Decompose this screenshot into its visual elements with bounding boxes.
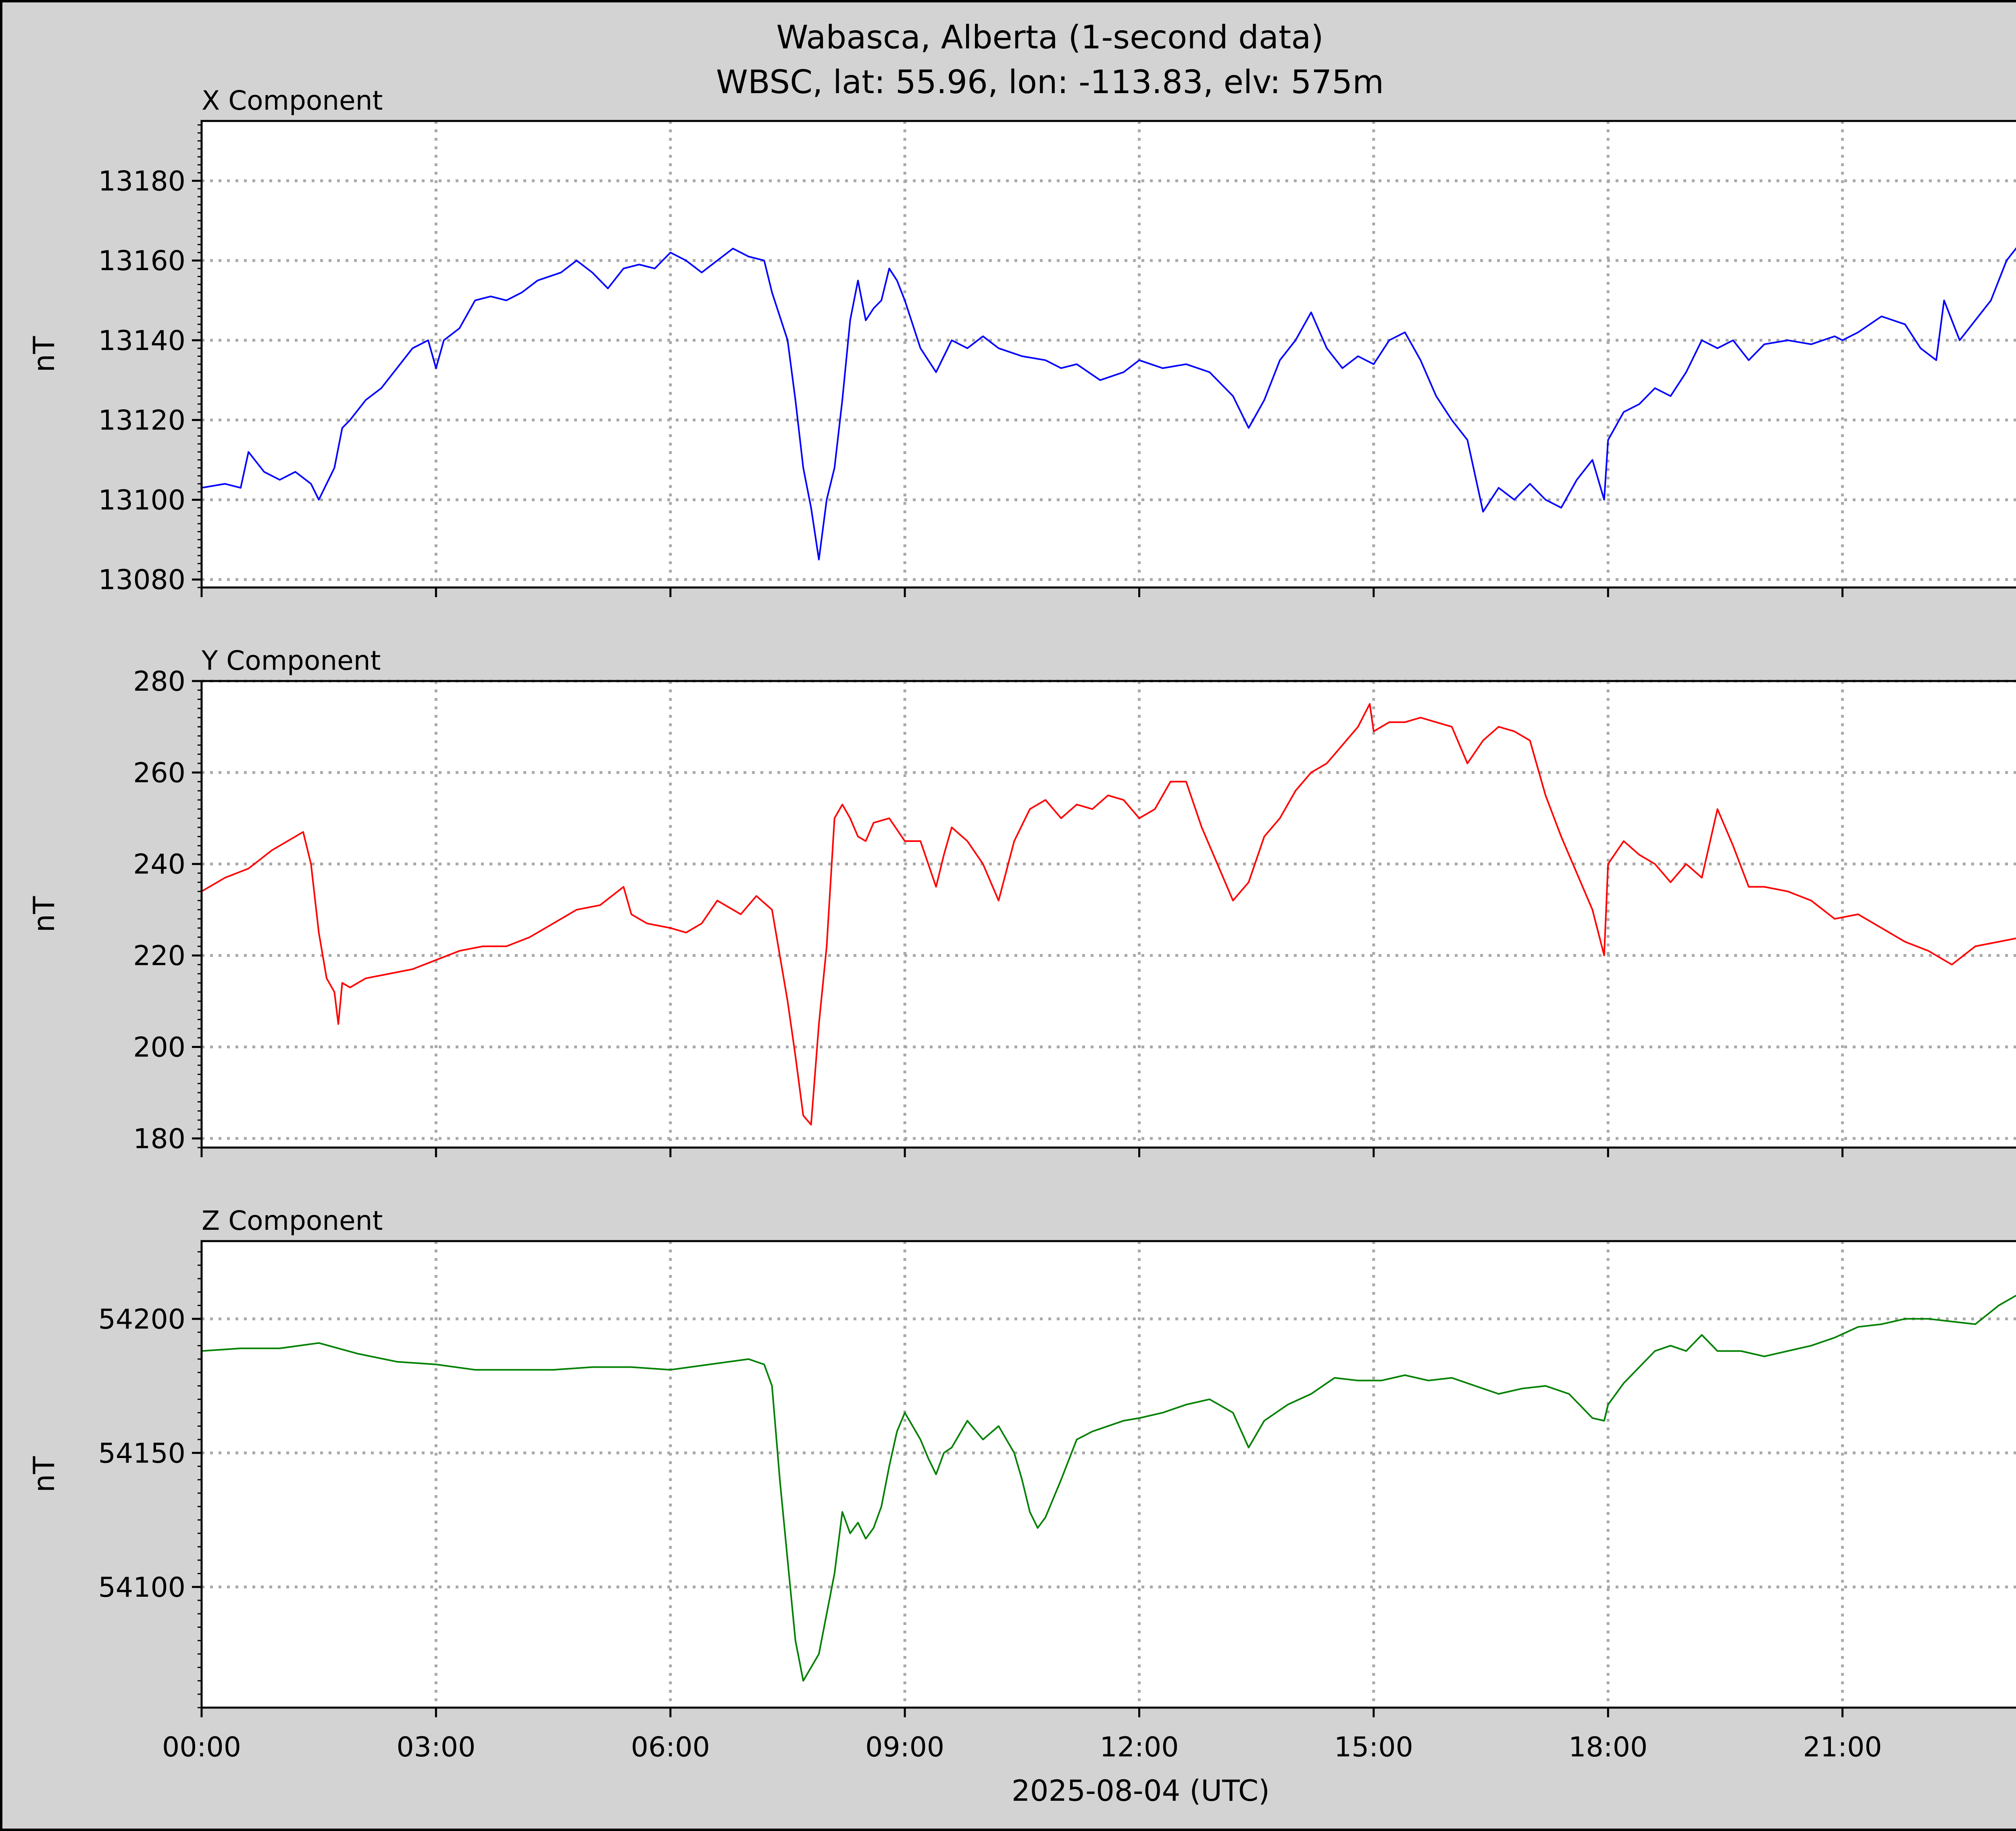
figure-subtitle: WBSC, lat: 55.96, lon: -113.83, elv: 575… — [716, 63, 1384, 101]
y-component-plot-area — [202, 681, 2016, 1148]
z-component-frame — [200, 1240, 2016, 1709]
z-component-y-tick-label: 54100 — [98, 1572, 185, 1604]
y-component-panel: 180 200 220 240 260 280 Y Component nT — [27, 645, 2016, 1157]
x-component-y-tick-label: 13140 — [98, 325, 185, 357]
x-component-panel: 13080 13100 13120 13140 13160 13180 X Componen… — [27, 85, 2016, 597]
y-component-y-tick-label: 220 — [133, 940, 185, 972]
y-component-y-tick-label: 200 — [133, 1031, 185, 1063]
z-component-title: Z Component — [202, 1205, 383, 1236]
figure-title: Wabasca, Alberta (1-second data) — [776, 19, 1323, 56]
x-tick-label: 06:00 — [631, 1731, 710, 1763]
z-component-line — [201, 1294, 2016, 1682]
x-component-y-tick-label: 13100 — [98, 484, 185, 516]
x-tick-label: 09:00 — [865, 1731, 944, 1763]
y-component-y-axis-label: nT — [27, 896, 61, 933]
y-component-y-tick-label: 280 — [133, 666, 185, 698]
y-component-y-tick-label: 180 — [133, 1123, 185, 1155]
x-component-y-tick-label: 13180 — [98, 165, 185, 197]
y-component-y-tick-label: 240 — [133, 849, 185, 881]
z-component-plot-area — [202, 1241, 2016, 1708]
x-tick-label: 12:00 — [1100, 1731, 1179, 1763]
x-component-title: X Component — [202, 85, 383, 116]
x-tick-label: 15:00 — [1334, 1731, 1413, 1763]
x-tick-label: 21:00 — [1803, 1731, 1882, 1763]
z-component-y-tick-label: 54200 — [98, 1304, 185, 1335]
x-component-line — [201, 247, 2016, 560]
x-component-y-tick-label: 13160 — [98, 245, 185, 277]
x-component-frame — [200, 120, 2016, 589]
z-component-y-axis-label: nT — [27, 1456, 61, 1493]
panels: 13080 13100 13120 13140 13160 13180 X Componen… — [27, 85, 2016, 1763]
x-axis-label: 2025-08-04 (UTC) — [1012, 1774, 1270, 1808]
x-component-y-axis-label: nT — [27, 336, 61, 373]
z-component-panel: 54100 54150 54200 Z Component nT — [27, 1205, 2016, 1717]
x-component-y-tick-label: 13120 — [98, 405, 185, 437]
y-component-title: Y Component — [201, 645, 381, 676]
x-tick-label: 03:00 — [396, 1731, 475, 1763]
x-component-y-tick-label: 13080 — [98, 564, 185, 596]
z-component-y-tick-label: 54150 — [98, 1437, 185, 1469]
y-component-frame — [200, 680, 2016, 1149]
x-tick-label: 18:00 — [1568, 1731, 1647, 1763]
x-component-plot-area — [202, 121, 2016, 587]
y-component-y-tick-label: 260 — [133, 757, 185, 789]
y-component-line — [201, 703, 2016, 1126]
x-tick-label: 00:00 — [162, 1731, 241, 1763]
